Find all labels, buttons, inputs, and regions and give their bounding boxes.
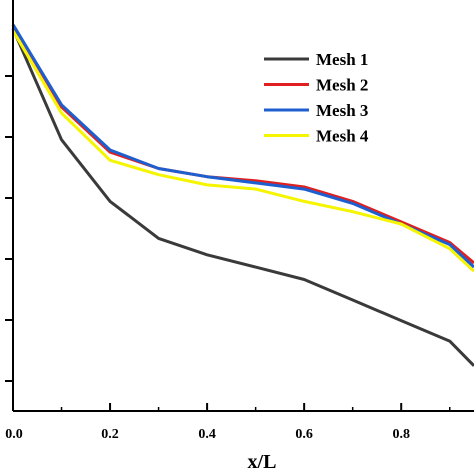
series-line-1	[11, 28, 474, 367]
legend-label-1: Mesh 1	[316, 50, 368, 69]
legend-label-4: Mesh 4	[316, 127, 369, 146]
legend-label-3: Mesh 3	[316, 101, 368, 120]
x-tick-label: 0.8	[392, 427, 410, 442]
x-tick-label: 0.4	[198, 427, 216, 442]
x-tick-label: 0.6	[295, 427, 313, 442]
y-ticks	[5, 75, 13, 382]
legend: Mesh 1 Mesh 2 Mesh 3 Mesh 4	[264, 50, 369, 146]
legend-label-2: Mesh 2	[316, 76, 368, 95]
x-axis-title: x/L	[248, 451, 277, 473]
x-tick-label: 0.0	[5, 427, 23, 442]
series-line-4	[11, 30, 474, 273]
x-tick-label: 0.2	[101, 427, 119, 442]
series-line-3	[11, 23, 474, 269]
plot-lines	[11, 23, 474, 367]
series-line-2	[11, 23, 474, 265]
x-ticks: 0.0 0.2 0.4 0.6 0.8	[5, 403, 451, 442]
